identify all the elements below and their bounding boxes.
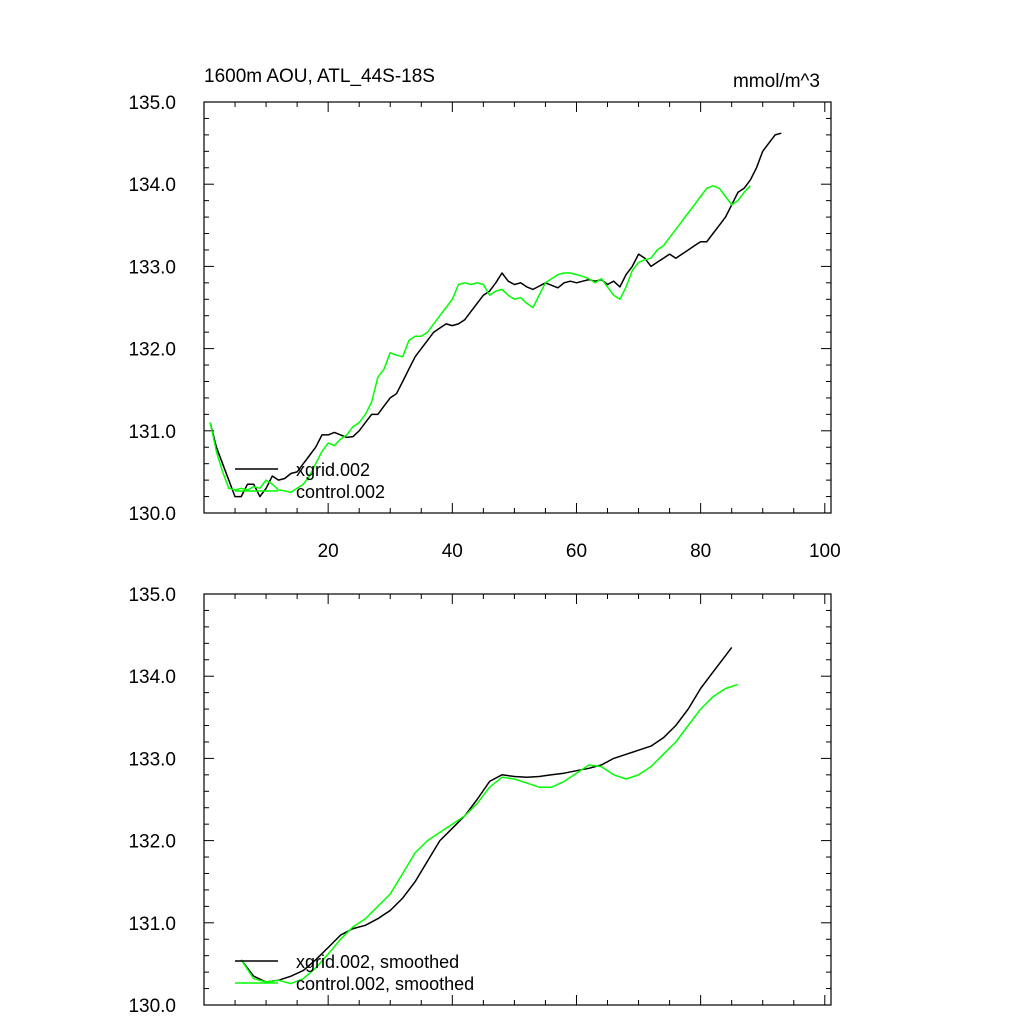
y-tick-label: 131.0: [128, 422, 176, 443]
y-tick-label: 131.0: [128, 914, 176, 935]
x-tick-label: 80: [690, 541, 711, 562]
legend-label-control-smoothed: control.002, smoothed: [296, 974, 474, 994]
series-line-xgrid-002: [209, 132, 782, 498]
y-tick-label: 135.0: [128, 585, 176, 606]
y-tick-label: 134.0: [128, 175, 176, 196]
units-label: mmol/m^3: [733, 71, 820, 92]
legend-label-xgrid: xgrid.002: [296, 460, 370, 480]
plot-area: [203, 101, 832, 514]
top-panel: 1600m AOU, ATL_44S-18S mmol/m^3 130.0 131…: [128, 66, 840, 562]
legend: xgrid.002, smoothed control.002, smoothe…: [235, 952, 474, 994]
bottom-panel: 130.0 131.0 132.0 133.0 134.0 135.0 xgrid.002…: [128, 585, 832, 1017]
y-tick-label: 130.0: [128, 504, 176, 525]
series-line-xgrid-002-smoothed: [240, 646, 733, 983]
y-tick-label: 133.0: [128, 257, 176, 278]
x-tick-label: 20: [318, 541, 339, 562]
x-tick-label: 40: [442, 541, 463, 562]
y-tick-label: 134.0: [128, 667, 176, 688]
x-tick-labels: 20 40 60 80 100: [318, 541, 841, 562]
tick-marks: [204, 101, 831, 514]
series-lines: [240, 646, 739, 985]
x-tick-label: 100: [809, 541, 841, 562]
legend: xgrid.002 control.002: [235, 460, 385, 502]
series-lines: [209, 132, 782, 498]
y-tick-labels: 130.0 131.0 132.0 133.0 134.0 135.0: [128, 585, 176, 1017]
chart-title: 1600m AOU, ATL_44S-18S: [204, 66, 435, 87]
series-line-control-002: [209, 185, 751, 494]
tick-marks: [204, 593, 831, 1006]
y-tick-label: 135.0: [128, 93, 176, 114]
x-tick-label: 60: [566, 541, 587, 562]
series-line-control-002-smoothed: [240, 683, 739, 985]
y-tick-labels: 130.0 131.0 132.0 133.0 134.0 135.0: [128, 93, 176, 525]
y-tick-label: 132.0: [128, 832, 176, 853]
legend-label-control: control.002: [296, 482, 385, 502]
legend-label-xgrid-smoothed: xgrid.002, smoothed: [296, 952, 459, 972]
y-tick-label: 132.0: [128, 340, 176, 361]
plot-area: [203, 593, 832, 1006]
y-tick-label: 133.0: [128, 749, 176, 770]
y-tick-label: 130.0: [128, 996, 176, 1017]
